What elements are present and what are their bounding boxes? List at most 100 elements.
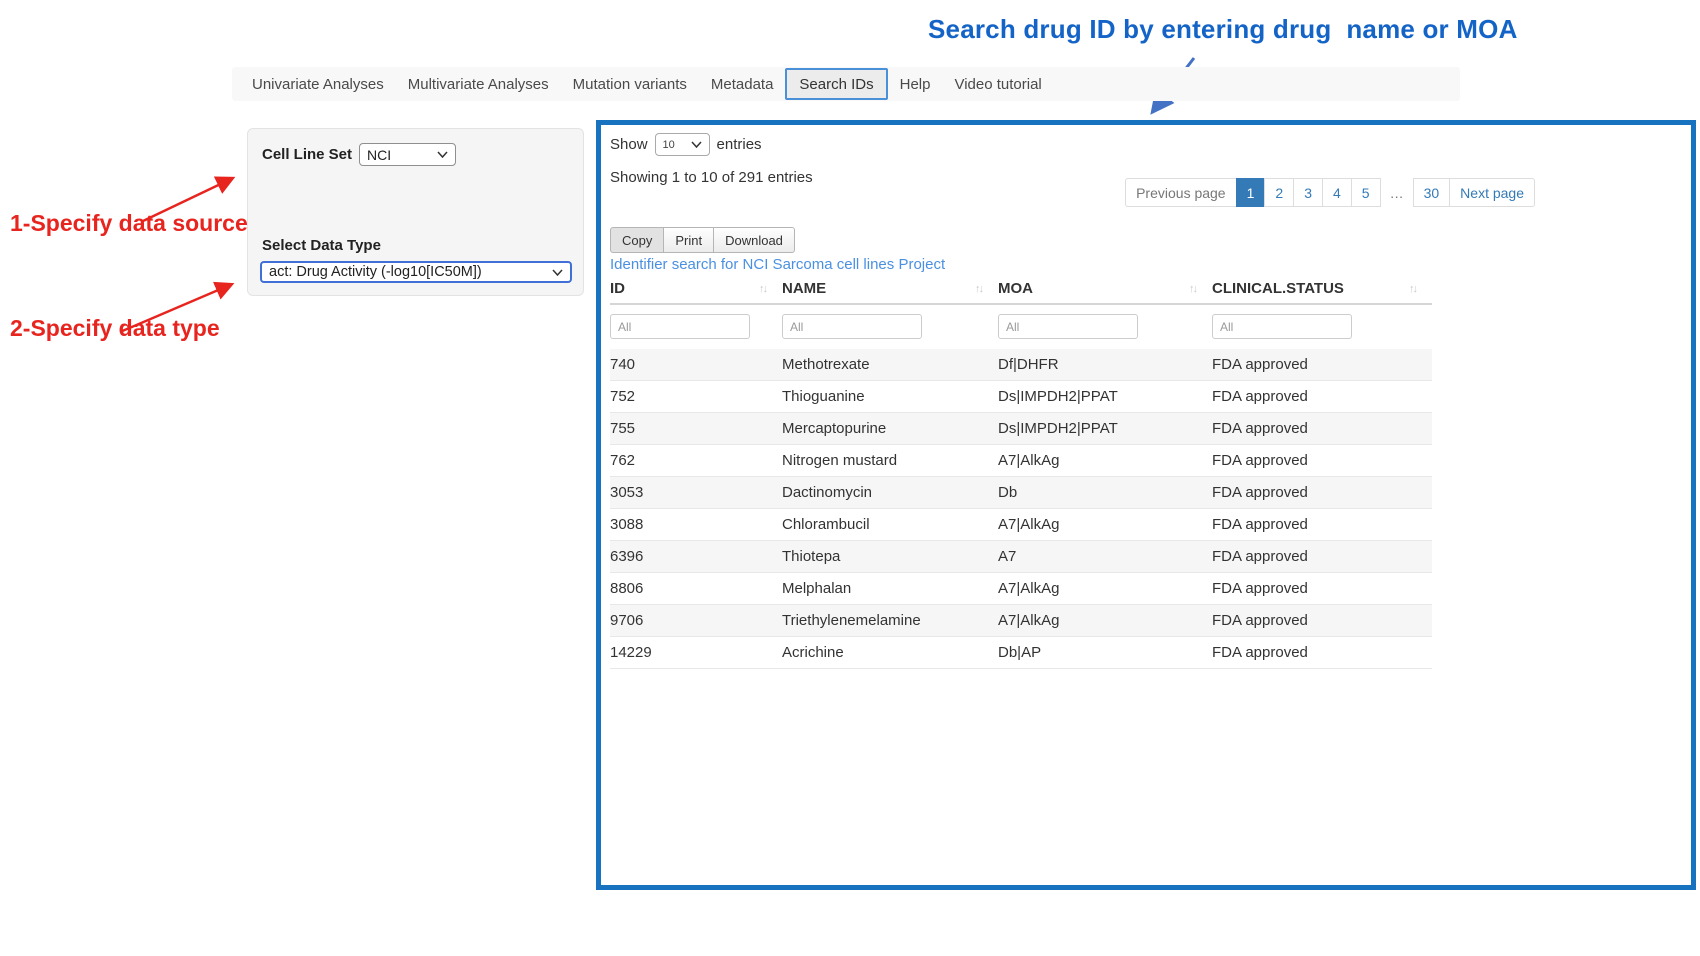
filter-input-id[interactable] <box>610 314 750 339</box>
cell-moa: A7|AlkAg <box>998 612 1060 629</box>
cell-id: 752 <box>610 388 636 405</box>
previous-page-button[interactable]: Previous page <box>1125 178 1237 207</box>
table-row[interactable]: 3053 Dactinomycin Db FDA approved <box>610 477 1432 509</box>
table-row[interactable]: 752 Thioguanine Ds|IMPDH2|PPAT FDA approved <box>610 381 1432 413</box>
cell-moa: A7|AlkAg <box>998 452 1060 469</box>
tab-multivariate-analyses[interactable]: Multivariate Analyses <box>407 75 549 93</box>
table-body: 740 Methotrexate Df|DHFR FDA approved 752 Thi… <box>610 349 1432 669</box>
data-type-value: act: Drug Activity (-log10[IC50M]) <box>269 264 482 280</box>
tab-mutation-variants[interactable]: Mutation variants <box>572 75 687 93</box>
cell-line-set-value: NCI <box>367 146 392 163</box>
cell-name: Acrichine <box>782 644 844 661</box>
cell-clinical-status: FDA approved <box>1212 388 1308 405</box>
sidebar-panel: Cell Line Set NCI Select Data Type act: … <box>247 128 584 296</box>
page-length-value: 10 <box>662 138 675 151</box>
print-button[interactable]: Print <box>663 227 715 253</box>
table-row[interactable]: 740 Methotrexate Df|DHFR FDA approved <box>610 349 1432 381</box>
cell-name: Dactinomycin <box>782 484 873 501</box>
cell-clinical-status: FDA approved <box>1212 484 1308 501</box>
page-button-3[interactable]: 3 <box>1293 178 1323 207</box>
tab-metadata[interactable]: Metadata <box>710 75 774 93</box>
pagination: Previous page 1 2 3 4 5 … 30 Next page <box>1125 178 1535 207</box>
next-page-button[interactable]: Next page <box>1449 178 1535 207</box>
cell-id: 755 <box>610 420 636 437</box>
annotation-title: Search drug ID by entering drug name or … <box>928 14 1518 44</box>
export-buttons: Copy Print Download <box>610 227 795 253</box>
cell-line-set-label: Cell Line Set <box>262 146 353 163</box>
cell-clinical-status: FDA approved <box>1212 548 1308 565</box>
tab-univariate-analyses[interactable]: Univariate Analyses <box>252 75 384 93</box>
data-type-label: Select Data Type <box>262 237 381 254</box>
cell-id: 8806 <box>610 580 644 597</box>
cell-name: Thioguanine <box>782 388 865 405</box>
table-filter-row <box>610 305 1432 349</box>
sort-icon: ↑↓ <box>1409 282 1418 295</box>
cell-moa: Df|DHFR <box>998 356 1059 373</box>
pagination-ellipsis: … <box>1389 184 1404 201</box>
cell-clinical-status: FDA approved <box>1212 420 1308 437</box>
cell-clinical-status: FDA approved <box>1212 452 1308 469</box>
table-row[interactable]: 8806 Melphalan A7|AlkAg FDA approved <box>610 573 1432 605</box>
cell-moa: Db <box>998 484 1018 501</box>
cell-id: 3053 <box>610 484 644 501</box>
tab-video-tutorial[interactable]: Video tutorial <box>954 75 1042 93</box>
chevron-down-icon <box>552 268 563 276</box>
results-panel: Show 10 entries Showing 1 to 10 of 291 e… <box>596 120 1696 890</box>
filter-cell-clinical-status <box>1212 314 1432 339</box>
cell-clinical-status: FDA approved <box>1212 612 1308 629</box>
tab-help[interactable]: Help <box>899 75 931 93</box>
identifier-search-link[interactable]: Identifier search for NCI Sarcoma cell l… <box>610 256 946 273</box>
copy-button[interactable]: Copy <box>610 227 665 253</box>
filter-cell-moa <box>998 314 1212 339</box>
cell-name: Triethylenemelamine <box>782 612 921 629</box>
filter-input-name[interactable] <box>782 314 922 339</box>
cell-line-set-select[interactable]: NCI <box>359 143 457 166</box>
column-header-label: MOA <box>998 280 1033 297</box>
main-navbar: Univariate Analyses Multivariate Analyses… <box>232 67 1460 101</box>
cell-clinical-status: FDA approved <box>1212 644 1308 661</box>
column-header-moa[interactable]: MOA ↑↓ <box>998 280 1212 297</box>
table-header-row: ID ↑↓ NAME ↑↓ MOA ↑↓ CLINICAL.STATUS ↑↓ <box>610 280 1432 305</box>
column-header-label: ID <box>610 280 625 297</box>
table-row[interactable]: 755 Mercaptopurine Ds|IMPDH2|PPAT FDA appro… <box>610 413 1432 445</box>
page-button-5[interactable]: 5 <box>1350 178 1381 207</box>
table-row[interactable]: 3088 Chlorambucil A7|AlkAg FDA approved <box>610 509 1432 541</box>
filter-input-clinical-status[interactable] <box>1212 314 1352 339</box>
cell-id: 9706 <box>610 612 644 629</box>
page-button-1[interactable]: 1 <box>1235 178 1266 207</box>
page-button-30[interactable]: 30 <box>1412 178 1451 207</box>
page-length-select[interactable]: 10 <box>654 133 710 156</box>
results-table: ID ↑↓ NAME ↑↓ MOA ↑↓ CLINICAL.STATUS ↑↓ 740 Meth… <box>610 280 1432 669</box>
cell-clinical-status: FDA approved <box>1212 580 1308 597</box>
red-arrow-2-icon <box>119 281 235 334</box>
filter-cell-name <box>782 314 998 339</box>
cell-moa: A7 <box>998 548 1017 565</box>
download-button[interactable]: Download <box>713 227 795 253</box>
table-row[interactable]: 6396 Thiotepa A7 FDA approved <box>610 541 1432 573</box>
cell-name: Methotrexate <box>782 356 870 373</box>
column-header-clinical-status[interactable]: CLINICAL.STATUS ↑↓ <box>1212 280 1432 297</box>
column-header-id[interactable]: ID ↑↓ <box>610 280 782 297</box>
page-button-2[interactable]: 2 <box>1264 178 1295 207</box>
cell-id: 740 <box>610 356 636 373</box>
cell-moa: Ds|IMPDH2|PPAT <box>998 388 1118 405</box>
column-header-name[interactable]: NAME ↑↓ <box>782 280 998 297</box>
data-type-select[interactable]: act: Drug Activity (-log10[IC50M]) <box>260 261 572 283</box>
table-info: Showing 1 to 10 of 291 entries <box>610 169 813 186</box>
cell-name: Melphalan <box>782 580 852 597</box>
cell-moa: A7|AlkAg <box>998 580 1060 597</box>
cell-name: Nitrogen mustard <box>782 452 898 469</box>
cell-name: Mercaptopurine <box>782 420 887 437</box>
page-button-4[interactable]: 4 <box>1322 178 1352 207</box>
table-row[interactable]: 9706 Triethylenemelamine A7|AlkAg FDA appro… <box>610 605 1432 637</box>
filter-input-moa[interactable] <box>998 314 1138 339</box>
cell-clinical-status: FDA approved <box>1212 356 1308 373</box>
table-row[interactable]: 762 Nitrogen mustard A7|AlkAg FDA approved <box>610 445 1432 477</box>
sort-icon: ↑↓ <box>759 282 768 295</box>
chevron-down-icon <box>690 141 702 148</box>
chevron-down-icon <box>437 151 448 158</box>
cell-id: 3088 <box>610 516 644 533</box>
table-row[interactable]: 14229 Acrichine Db|AP FDA approved <box>610 637 1432 669</box>
cell-name: Chlorambucil <box>782 516 870 533</box>
tab-search-ids[interactable]: Search IDs <box>785 68 888 100</box>
